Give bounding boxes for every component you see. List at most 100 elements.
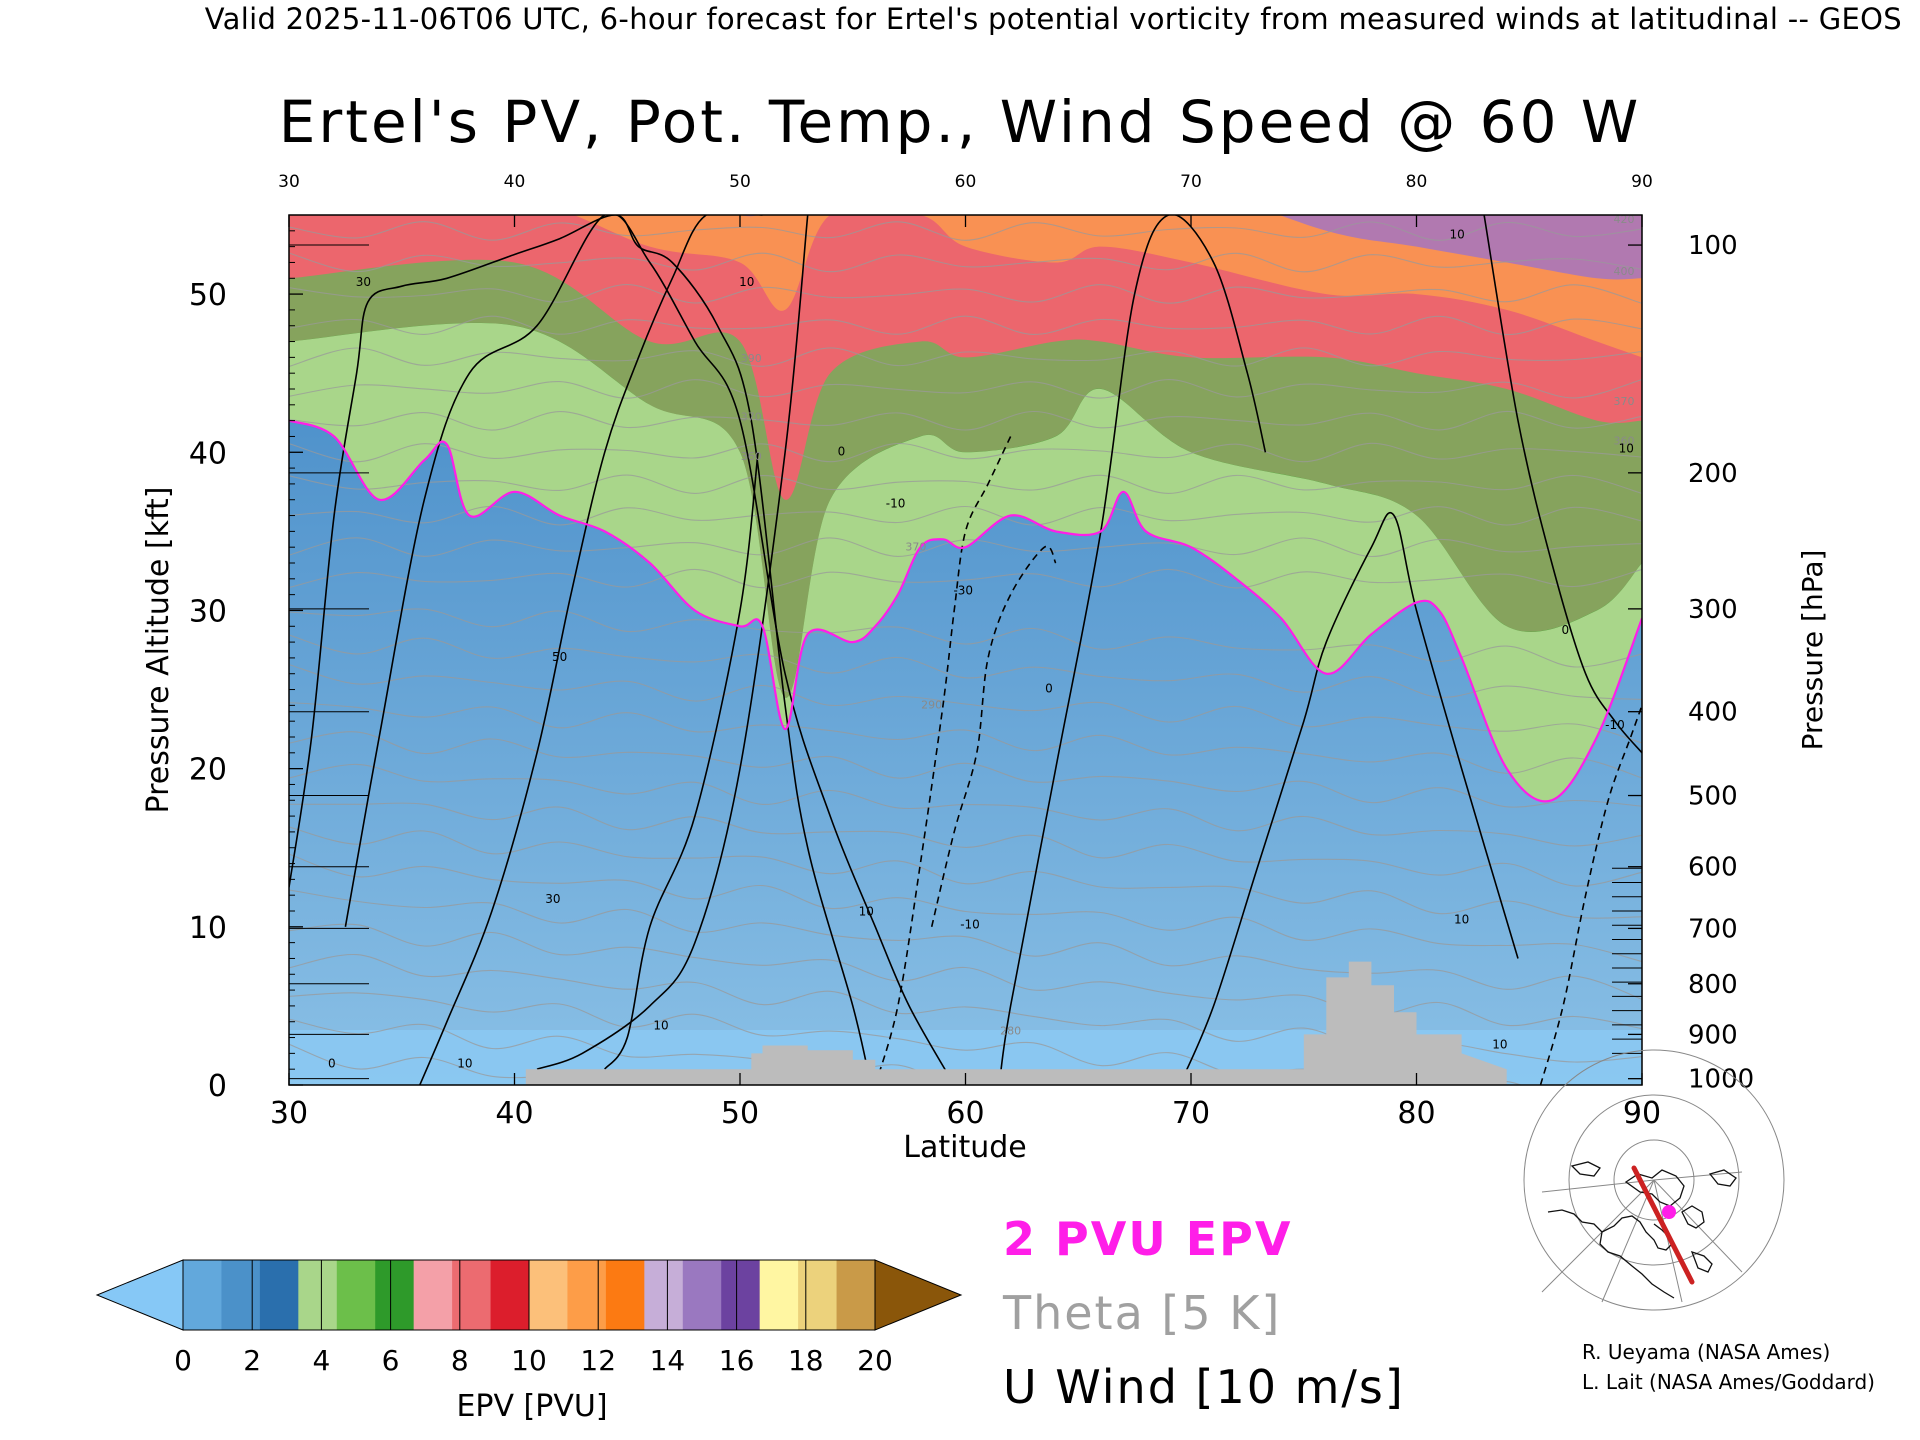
theta-line [289,127,1642,146]
theta-line [289,379,1642,399]
y-tick-label: 10 [189,911,227,946]
x-tick-label: 40 [495,1096,533,1131]
inset-location-map [1523,1049,1785,1311]
x-tick-label-top: 50 [729,172,751,192]
colorbar-tick-label: 20 [857,1344,893,1377]
legend-2pvu-epv: 2 PVU EPV [1003,1212,1293,1266]
stratosphere-pv-layers [289,215,1642,802]
u-wind-contour [1483,215,1642,754]
theta-label: 390 [741,352,762,365]
y-axis-label: Pressure Altitude [kft] [141,487,176,814]
theta-line [289,284,1642,304]
u-wind-contour-negative [874,436,1012,1085]
theta-line [289,347,1642,367]
theta-label: 360 [741,450,762,463]
theta-line [289,1043,650,1085]
theta-line [289,190,1642,208]
colorbar-tick-label: 10 [511,1344,547,1377]
u-wind-contours [289,215,1642,1085]
x-tick-label: 60 [946,1096,984,1131]
x-axis-label: Latitude [903,1130,1026,1165]
u-wind-contour [344,215,955,1085]
pressure-axis-label: Pressure [hPa] [1796,550,1829,751]
u-wind-contour-negative [930,545,1057,927]
colorbar-swatch [336,1260,376,1330]
pv-layer-2 [574,215,1642,358]
colorbar-swatch [413,1260,453,1330]
theta-line [289,634,1642,701]
u-wind-label: 10 [1619,441,1634,455]
u-wind-contour [419,215,763,1085]
u-wind-label: 0 [328,1057,336,1071]
colorbar-swatch [644,1260,684,1330]
theta-label: 370 [905,540,926,553]
u-wind-contour-negative [1539,705,1642,1085]
cross-section-line [1631,1165,1695,1285]
y-tick-label: 0 [208,1069,227,1104]
x-tick-label: 30 [270,1096,308,1131]
theta-line [289,853,1642,963]
cross-section-marker [1662,1205,1676,1219]
theta-label: 290 [921,699,942,712]
pressure-tick-label: 100 [1688,231,1738,261]
theta-line [289,505,1642,526]
colorbar-swatch [798,1260,838,1330]
x-tick-label: 70 [1172,1096,1210,1131]
colorbar-over-arrow [874,1259,963,1331]
colorbar-tick-label: 14 [650,1344,686,1377]
u-wind-label: 30 [545,892,560,906]
theta-line [289,664,1642,744]
theta-line [289,731,1642,808]
u-wind-label: -30 [953,584,973,598]
u-wind-contour [604,452,759,1070]
colorbar-swatch [183,1260,223,1330]
valid-time-header: Valid 2025-11-06T06 UTC, 6-hour forecast… [204,2,1902,36]
u-wind-label: 10 [1454,913,1469,927]
x-tick-label-top: 40 [504,172,526,192]
credit-line-1: R. Ueyama (NASA Ames) [1582,1340,1831,1364]
theta-label: 360 [1613,434,1634,447]
colorbar-tick-label: 16 [719,1344,755,1377]
colorbar-under-arrow [95,1259,184,1331]
theta-line [289,252,1642,273]
theta-line [289,608,1642,668]
pressure-tick-label: 200 [1688,459,1738,489]
u-wind-label: -10 [1605,718,1625,732]
x-tick-label: 80 [1397,1096,1435,1131]
theta-line [289,315,1642,336]
y-tick-label: 20 [189,753,227,788]
theta-line [289,923,1642,1030]
legend-u-wind: U Wind [10 m/s] [1003,1360,1405,1414]
u-wind-label: 50 [552,650,567,664]
colorbar: 0 2 4 6 8 10 12 14 16 18 20 [95,1259,963,1377]
y-tick-label: 50 [189,278,227,313]
pressure-tick-label: 900 [1688,1020,1738,1050]
u-wind-contour-labels: 0 10 30 30 50 10 10 0 -10 10 -30 -10 0 10 10 10 0 -10 10 [328,228,1634,1071]
pressure-tick-label: 600 [1688,853,1738,883]
axes: 3030404050506060707080809090010203040501… [189,172,1754,1131]
y-tick-label: 30 [189,594,227,629]
u-wind-label: 10 [1449,228,1464,242]
pv-layer-pink-tint [289,215,1642,698]
pressure-tick-label: 1000 [1688,1065,1754,1095]
u-wind-label: 0 [838,444,846,458]
u-wind-contour [1178,512,1519,1085]
u-wind-label: 10 [1492,1038,1507,1052]
u-wind-label: 30 [356,275,371,289]
x-tick-label: 50 [721,1096,759,1131]
u-wind-label: 10 [859,905,874,919]
u-wind-label: 10 [457,1057,472,1071]
u-wind-contour [536,215,809,1070]
pressure-tick-label: 400 [1688,698,1738,728]
x-tick-label-top: 30 [278,172,300,192]
theta-line [289,1018,1066,1085]
u-wind-label: -10 [886,497,906,511]
legend-theta: Theta [5 K] [1003,1286,1282,1340]
x-tick-label: 90 [1623,1096,1661,1131]
colorbar-tick-label: 6 [382,1344,400,1377]
theta-line [289,568,1642,589]
theta-contour-labels: 370 390 370 360 420 400 370 360 290 280 [741,215,1635,1037]
theta-line [289,474,1642,494]
colorbar-swatch [259,1260,299,1330]
